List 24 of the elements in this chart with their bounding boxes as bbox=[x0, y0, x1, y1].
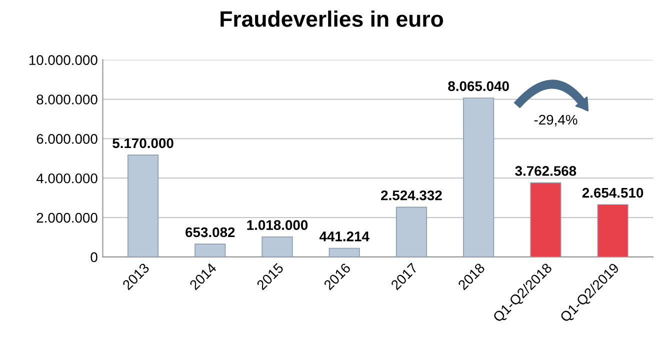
data-label: 3.762.568 bbox=[515, 166, 576, 176]
bar bbox=[530, 182, 562, 257]
y-tick-label: 8.000.000 bbox=[36, 94, 98, 104]
data-label: 2.654.510 bbox=[582, 188, 644, 198]
data-label: 8.065.040 bbox=[448, 81, 509, 92]
y-tick-label: 10.000.000 bbox=[29, 55, 98, 66]
data-label: 1.018.000 bbox=[247, 220, 308, 230]
y-tick-label: 2.000.000 bbox=[36, 212, 98, 223]
chart-title: Fraudeverlies in euro bbox=[220, 10, 444, 27]
y-tick-label: 6.000.000 bbox=[36, 134, 98, 144]
bar bbox=[262, 236, 293, 257]
data-label: 653.082 bbox=[186, 227, 235, 238]
bar bbox=[463, 98, 494, 257]
y-tick-label: 4.000.000 bbox=[36, 173, 98, 184]
data-label: 2.524.332 bbox=[381, 190, 442, 200]
bar bbox=[128, 154, 159, 257]
bar bbox=[597, 204, 628, 257]
y-tick-label: 0 bbox=[90, 252, 98, 262]
annotation: -29,4% bbox=[534, 114, 578, 126]
bar bbox=[194, 244, 226, 257]
bar bbox=[328, 248, 360, 257]
data-label: 441.214 bbox=[319, 232, 370, 242]
data-label: 5.170.000 bbox=[112, 138, 174, 148]
bar bbox=[396, 206, 427, 257]
